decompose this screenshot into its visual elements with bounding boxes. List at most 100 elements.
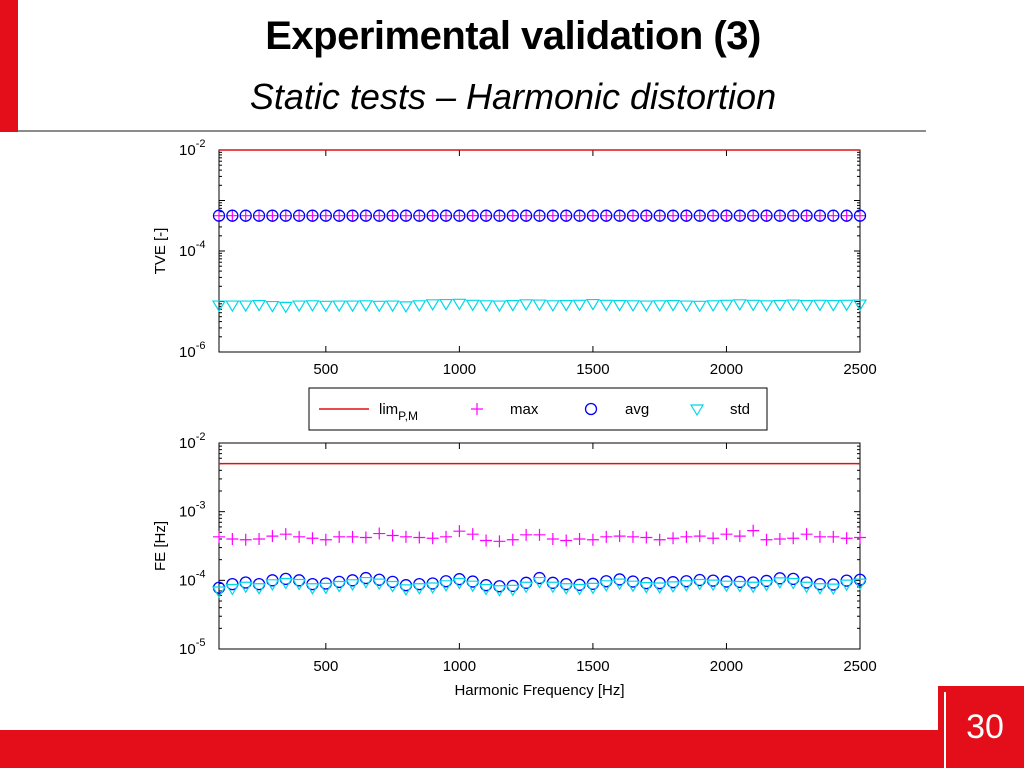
fe-max-point [747, 524, 760, 537]
fe-max-point [813, 530, 826, 543]
fe-std-point [252, 583, 267, 595]
tve-avg-point [466, 209, 479, 222]
tve-avg-point [226, 209, 239, 222]
tve-max-point [266, 209, 279, 222]
tve-avg-point [640, 209, 653, 222]
fe-std-point [211, 586, 227, 599]
tve-std-point [252, 299, 267, 312]
tve-max-point [480, 209, 493, 222]
tve-std-point [238, 300, 253, 313]
tve-x-tick-label: 2000 [710, 361, 743, 378]
fe-max-point [653, 533, 666, 546]
tve-std-point [706, 300, 721, 312]
tve-max-point [346, 209, 359, 222]
fe-std-point [652, 582, 667, 595]
fe-x-tick-label: 2000 [710, 658, 743, 675]
tve-avg-point [413, 209, 426, 222]
tve-std-point [665, 299, 681, 312]
fe-y-axis-label: FE [Hz] [152, 521, 169, 571]
tve-std-point [211, 300, 227, 313]
tve-max-point [787, 209, 800, 222]
tve-max-point [626, 209, 639, 222]
fe-std-point [852, 578, 868, 591]
fe-std-point [665, 581, 681, 594]
fe-std-point [492, 585, 507, 597]
fe-std-point [812, 583, 827, 595]
tve-avg-point [693, 209, 706, 222]
fe-max-point [413, 531, 426, 544]
fe-max-point [333, 530, 346, 543]
tve-avg-point [439, 209, 453, 222]
tve-avg-point [600, 209, 613, 222]
fe-std-point [238, 581, 253, 594]
tve-series-avg [212, 209, 867, 222]
fe-max-point [279, 528, 292, 541]
fe-max-point [386, 529, 399, 542]
tve-x-tick-label: 2500 [843, 361, 876, 378]
tve-std-point [612, 299, 627, 312]
accent-bar-left [0, 0, 18, 132]
fe-max-point [346, 530, 359, 543]
tve-max-point [653, 209, 666, 222]
tve-std-point [732, 299, 747, 311]
fe-max-point [373, 527, 386, 540]
tve-max-point [546, 209, 559, 222]
tve-x-tick-label: 1500 [576, 361, 609, 378]
fe-std-point [706, 579, 721, 592]
tve-series-max [213, 209, 866, 222]
fe-std-point [265, 579, 280, 591]
legend-max-label: max [510, 401, 539, 418]
tve-std-point [625, 300, 641, 312]
tve-max-point [279, 209, 292, 222]
tve-max-point [813, 209, 826, 222]
tve-avg-point [333, 209, 346, 222]
fe-max-point [453, 525, 466, 538]
tve-y-axis-label: TVE [-] [152, 228, 169, 275]
tve-std-point [719, 299, 734, 312]
tve-max-point [239, 209, 252, 222]
tve-std-point [358, 300, 373, 312]
fe-std-point [572, 583, 587, 596]
fe-std-point [425, 582, 440, 595]
fe-max-point [707, 532, 720, 545]
fe-std-point [358, 576, 373, 589]
tve-std-point [692, 300, 707, 313]
fe-x-tick-label: 2500 [843, 658, 876, 675]
fe-series-max [213, 524, 866, 548]
fe-x-tick-label: 1500 [576, 658, 609, 675]
tve-avg-point [292, 209, 306, 222]
tve-avg-point [560, 209, 573, 222]
fe-y-tick-label: 10-5 [179, 637, 205, 658]
tve-max-point [827, 209, 840, 222]
tve-max-point [399, 209, 412, 222]
fe-max-point [640, 531, 653, 544]
tve-max-point [693, 209, 706, 222]
fe-std-point [599, 580, 614, 592]
tve-max-point [773, 209, 786, 222]
fe-max-point [266, 530, 279, 543]
tve-avg-point [733, 209, 746, 222]
tve-std-point [812, 299, 827, 312]
tve-avg-point [827, 209, 840, 222]
fe-x-axis-label: Harmonic Frequency [Hz] [454, 682, 624, 699]
tve-std-point [465, 299, 480, 312]
fe-max-point [253, 532, 266, 545]
fe-max-point [306, 532, 319, 545]
tve-max-point [373, 209, 386, 222]
tve-max-point [466, 209, 479, 222]
legend-lim-label: limP,M [379, 401, 418, 423]
fe-max-point [626, 530, 639, 543]
fe-x-tick-label: 1000 [443, 658, 476, 675]
legend-avg-symbol [584, 402, 598, 416]
fe-max-point [440, 530, 453, 543]
tve-max-point [747, 209, 760, 222]
fe-series-std [211, 576, 868, 599]
tve-std-point [398, 301, 414, 314]
tve-std-point [292, 300, 307, 313]
fe-max-point [293, 530, 306, 543]
tve-avg-point [279, 209, 292, 222]
fe-std-point [545, 581, 560, 594]
tve-std-point [759, 300, 774, 312]
tve-max-point [253, 209, 266, 222]
tve-max-point [720, 209, 733, 222]
